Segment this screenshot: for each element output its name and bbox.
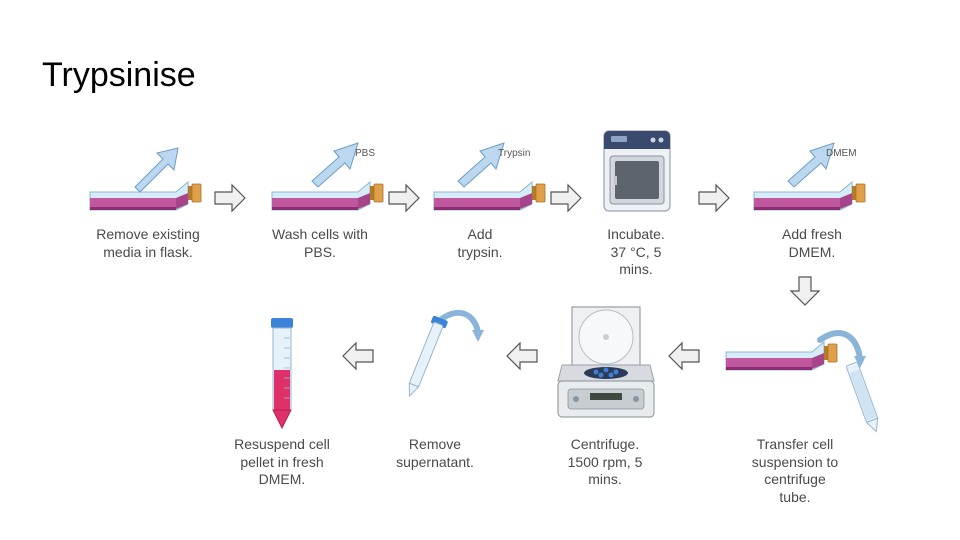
left-arrow-icon [668, 342, 700, 370]
tube-pouring-icon [408, 309, 484, 398]
dmem-label: DMEM [826, 148, 857, 159]
step-caption-remove-supernatant: Remove supernatant. [396, 436, 474, 470]
step-caption-resuspend: Resuspend cell pellet in fresh DMEM. [234, 436, 330, 487]
centrifuge-tube-icon [271, 318, 293, 430]
left-arrow-icon [342, 342, 374, 370]
step-caption-incubate: Incubate. 37 °C, 5 mins. [607, 226, 665, 277]
step-caption-transfer: Transfer cell suspension to centrifuge t… [751, 436, 839, 505]
right-arrow-icon [550, 184, 582, 212]
centrifuge-icon [557, 306, 655, 418]
pbs-label: PBS [355, 148, 376, 159]
blue-arrow-down-icon [311, 142, 359, 188]
step-caption-wash-pbs: Wash cells with PBS. [272, 226, 368, 260]
right-arrow-icon [388, 184, 420, 212]
step-caption-remove-media: Remove existing media in flask. [96, 226, 200, 260]
step-caption-add-trypsin: Add trypsin. [457, 226, 503, 260]
left-arrow-icon [506, 342, 538, 370]
down-arrow-icon [790, 276, 820, 306]
step-caption-centrifuge: Centrifuge. 1500 rpm, 5 mins. [567, 436, 643, 487]
trypsin-label: Trypsin [498, 148, 531, 159]
flask-pouring-icon [725, 330, 879, 433]
incubator-icon [603, 130, 671, 212]
slide-title: Trypsinise [42, 56, 196, 94]
right-arrow-icon [214, 184, 246, 212]
blue-arrow-up-icon [134, 147, 179, 193]
right-arrow-icon [698, 184, 730, 212]
step-caption-add-dmem: Add fresh DMEM. [782, 226, 842, 260]
